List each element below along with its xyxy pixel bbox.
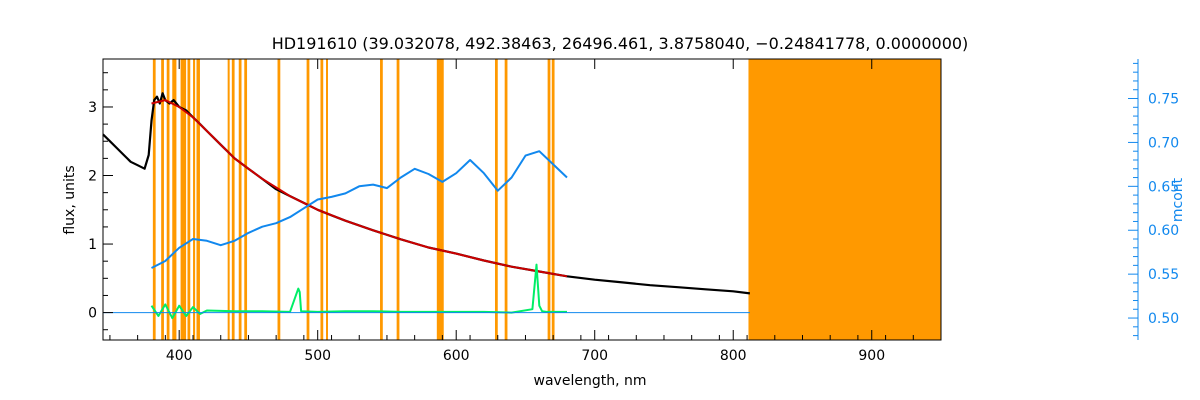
masked-band	[152, 59, 156, 340]
y-axis-left: 0 1 2 3	[88, 72, 113, 331]
masked-band	[396, 59, 400, 340]
masked-bands	[152, 59, 941, 340]
masked-band	[380, 59, 383, 340]
masked-band	[231, 59, 235, 340]
x-tick-label: 500	[304, 348, 331, 364]
masked-band	[172, 59, 177, 340]
series-layer	[102, 92, 751, 320]
masked-band	[547, 59, 551, 340]
y-axis-right: 0.50 0.55 0.60 0.65 0.70 0.75	[1128, 62, 1179, 337]
plot-frame	[102, 58, 942, 341]
chart-title: HD191610 (39.032078, 492.38463, 26496.46…	[272, 34, 969, 53]
masked-band	[277, 59, 281, 340]
y2-tick-label: 0.55	[1148, 267, 1179, 283]
masked-band	[436, 59, 444, 340]
y-tick-label: 2	[88, 169, 97, 185]
x-tick-label: 600	[443, 348, 470, 364]
masked-band	[180, 59, 187, 340]
masked-band	[238, 59, 242, 340]
y2-tick-label: 0.65	[1148, 179, 1179, 195]
masked-band	[494, 59, 498, 340]
series-model	[151, 99, 568, 278]
x-tick-label: 700	[581, 348, 608, 364]
series-residual	[150, 263, 567, 320]
x-tick-label: 400	[166, 348, 193, 364]
masked-band	[187, 59, 191, 340]
y-tick-label: 0	[88, 306, 97, 322]
masked-band	[748, 59, 941, 340]
masked-band	[244, 59, 248, 340]
y-axis-label: flux, units	[62, 165, 78, 234]
x-axis: 400 500 600 700 800 900	[109, 59, 914, 364]
x-tick-label: 800	[720, 348, 747, 364]
masked-band	[551, 59, 555, 340]
masked-band	[227, 59, 230, 340]
masked-band	[306, 59, 310, 340]
x-tick-label: 900	[858, 348, 885, 364]
y2-tick-label: 0.70	[1148, 135, 1179, 151]
masked-band	[326, 59, 329, 340]
y2-tick-label: 0.75	[1148, 92, 1179, 108]
masked-band	[504, 59, 508, 340]
y2-tick-label: 0.60	[1148, 223, 1179, 239]
masked-band	[196, 59, 200, 340]
masked-band	[166, 59, 170, 340]
y-tick-label: 1	[88, 237, 97, 253]
masked-band	[193, 59, 196, 340]
masked-band	[161, 59, 164, 340]
x-axis-label: wavelength, nm	[534, 373, 647, 389]
y-tick-label: 3	[88, 100, 97, 116]
y2-tick-label: 0.50	[1148, 311, 1179, 327]
series-mcont	[151, 150, 568, 269]
y2-axis-label: mcont	[1170, 177, 1186, 222]
